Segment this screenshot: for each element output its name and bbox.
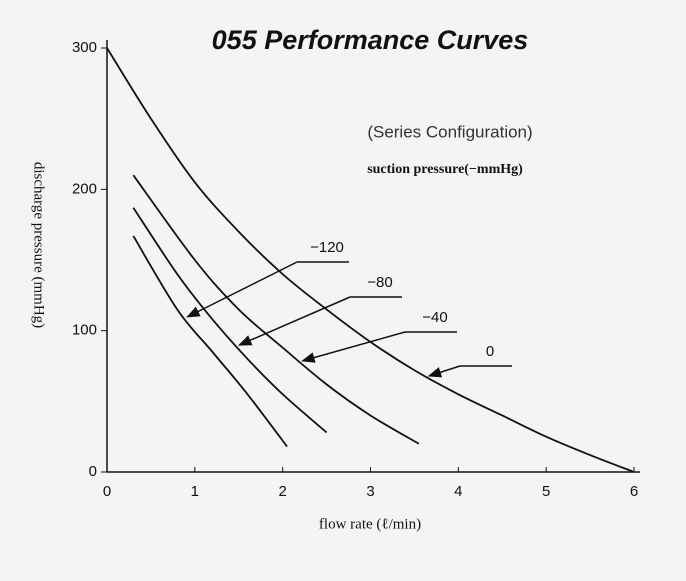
x-tick-label: 5 bbox=[542, 483, 550, 500]
legend-label: 0 bbox=[486, 343, 494, 360]
y-axis-label: discharge pressure (mmHg) bbox=[31, 162, 47, 328]
y-tick-label: 200 bbox=[72, 180, 97, 197]
y-tick-label: 100 bbox=[72, 322, 97, 339]
label-arrow bbox=[427, 365, 461, 378]
y-tick-label: 0 bbox=[89, 463, 97, 480]
subtitle: (Series Configuration) bbox=[367, 122, 532, 141]
curve bbox=[132, 174, 420, 445]
x-tick-label: 2 bbox=[278, 483, 286, 500]
y-tick-label: 300 bbox=[72, 39, 97, 56]
legend-title: suction pressure(−mmHg) bbox=[367, 162, 523, 177]
label-arrow bbox=[186, 261, 298, 318]
label-arrow bbox=[301, 331, 406, 363]
x-axis-label: flow rate (ℓ/min) bbox=[319, 516, 421, 532]
curve bbox=[132, 235, 288, 448]
legend-label: −80 bbox=[367, 274, 392, 291]
legend-label: −120 bbox=[310, 239, 344, 256]
chart-title: 055 Performance Curves bbox=[212, 25, 529, 55]
x-tick-label: 1 bbox=[191, 483, 199, 500]
legend-label: −40 bbox=[422, 309, 447, 326]
x-tick-label: 6 bbox=[630, 483, 638, 500]
label-arrow bbox=[237, 296, 351, 346]
curve bbox=[132, 207, 328, 434]
curve bbox=[106, 47, 635, 473]
x-tick-label: 4 bbox=[454, 483, 462, 500]
x-tick-label: 3 bbox=[366, 483, 374, 500]
x-tick-label: 0 bbox=[103, 483, 111, 500]
